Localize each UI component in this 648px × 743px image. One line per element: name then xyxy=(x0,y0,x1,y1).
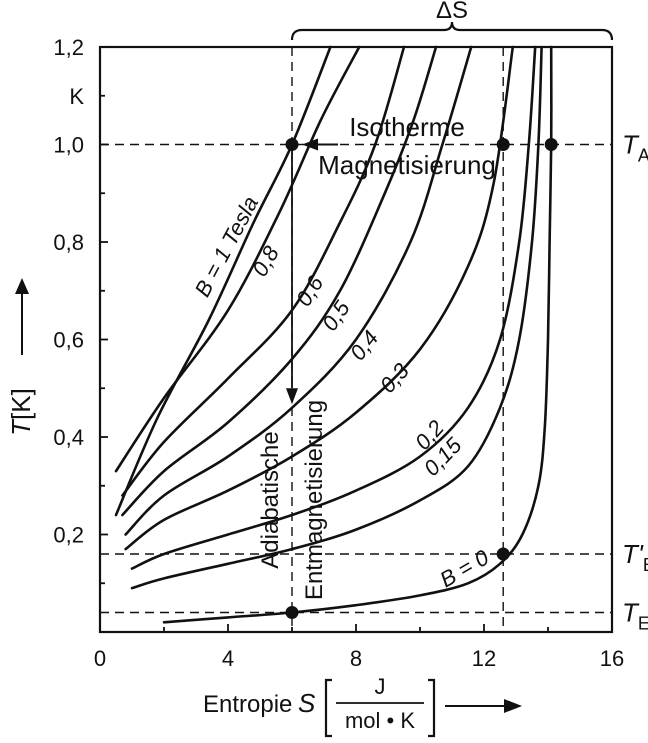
y-unit-label: K xyxy=(69,84,84,109)
adiabatic-arrowhead xyxy=(286,388,298,405)
y-tick-label: 0,6 xyxy=(53,328,84,353)
state-points xyxy=(285,138,558,619)
adiabatic-label-line1: Adiabatische xyxy=(257,431,284,568)
y-axis-symbol: T xyxy=(6,418,36,436)
x-tick-label: 12 xyxy=(472,646,496,671)
x-tick-label: 4 xyxy=(222,646,234,671)
field-curves xyxy=(114,45,553,624)
level-label-2: TE xyxy=(622,598,648,634)
y-tick-label: 0,8 xyxy=(53,230,84,255)
y-tick-label: 0,4 xyxy=(53,425,84,450)
temperature-level-labels: TA T'E TE xyxy=(622,130,648,634)
level-label-1: T'E xyxy=(622,539,648,575)
curve-0-3 xyxy=(124,45,515,551)
isotherm-label-line1: Isotherme xyxy=(349,112,465,142)
isotherm-arrowhead xyxy=(302,138,318,151)
x-axis-symbol: S xyxy=(298,688,316,718)
x-tick-label: 16 xyxy=(600,646,624,671)
y-axis-title: T[K] xyxy=(6,278,36,436)
curve-0-5 xyxy=(121,45,438,517)
state-point xyxy=(544,138,558,151)
curve-0-8 xyxy=(114,45,361,473)
x-axis-unit-brackets xyxy=(324,678,436,738)
y-axis-arrowhead xyxy=(15,278,29,294)
y-tick-label: 0,2 xyxy=(53,523,84,548)
x-axis-prefix: Entropie xyxy=(203,691,292,718)
x-axis-unit-numerator: J xyxy=(375,674,386,699)
x-axis-arrowhead xyxy=(504,699,522,713)
curve-label-0-8: 0,8 xyxy=(247,241,284,281)
y-axis-unit: [K] xyxy=(6,388,36,420)
curve-0-6 xyxy=(121,45,406,497)
process-arrows xyxy=(286,138,338,405)
x-axis-title: Entropie S J mol • K xyxy=(203,674,522,738)
x-axis-unit-denominator: mol • K xyxy=(345,708,415,733)
y-tick-label: 1,2 xyxy=(53,35,84,60)
x-tick-label: 8 xyxy=(350,646,362,671)
state-point xyxy=(496,547,510,561)
level-label-0: TA xyxy=(622,130,648,166)
delta-s-bracket xyxy=(290,21,614,41)
state-point xyxy=(285,606,299,619)
svg-text:T[K]: T[K] xyxy=(6,388,36,436)
delta-s-label: ΔS xyxy=(436,0,468,24)
adiabatic-label-line2: Entmagnetisierung xyxy=(301,400,328,600)
curve-label-0-4: 0,4 xyxy=(345,326,384,365)
curve-0-2 xyxy=(130,45,537,570)
x-tick-label: 0 xyxy=(94,646,106,671)
curve-label-0-5: 0,5 xyxy=(317,296,355,336)
axis-ticks: 0 4 8 12 16 0,2 0,4 0,6 0,8 1,0 1,2 xyxy=(53,35,624,671)
curve-b-1-tesla xyxy=(114,45,332,517)
curve-0-15 xyxy=(130,45,543,590)
state-point xyxy=(496,138,510,151)
y-tick-label: 1,0 xyxy=(53,133,84,158)
curve-0-4 xyxy=(124,45,473,536)
isotherm-label-line2: Magnetisierung xyxy=(318,150,496,180)
